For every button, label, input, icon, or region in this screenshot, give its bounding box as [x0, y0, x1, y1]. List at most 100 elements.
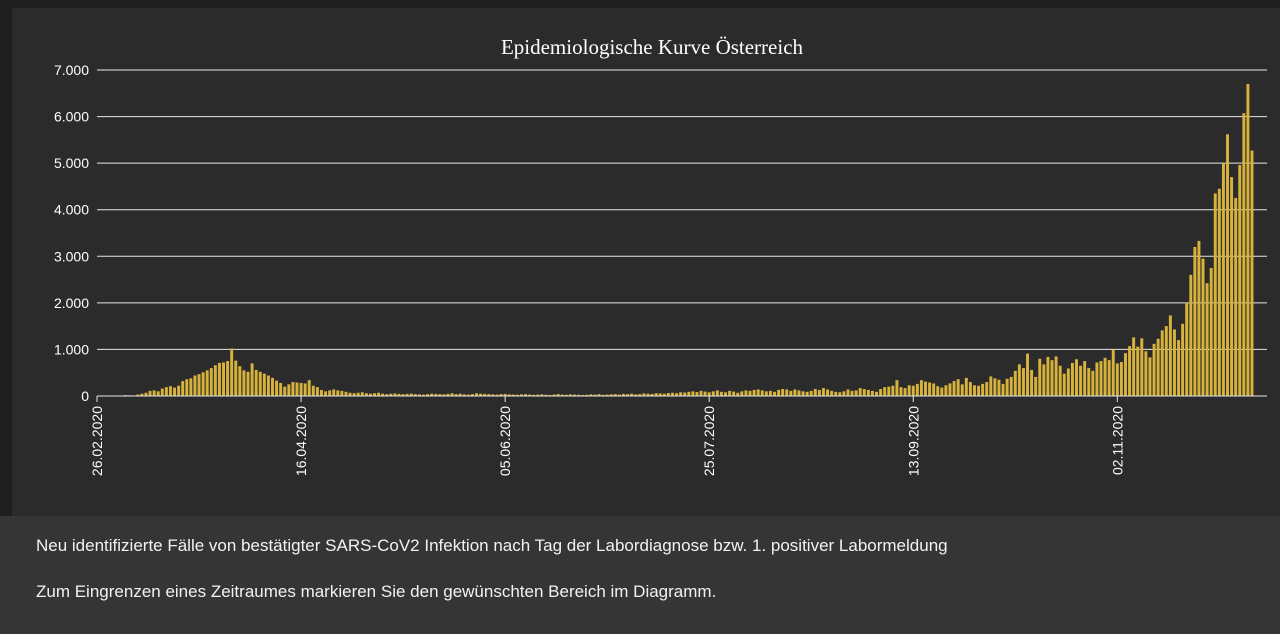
daily-cases-bar[interactable]	[834, 391, 838, 396]
daily-cases-bar[interactable]	[564, 394, 568, 396]
daily-cases-bar[interactable]	[617, 394, 621, 396]
daily-cases-bar[interactable]	[332, 389, 336, 396]
daily-cases-bar[interactable]	[891, 385, 895, 396]
daily-cases-bar[interactable]	[1107, 360, 1111, 396]
daily-cases-bar[interactable]	[711, 391, 715, 396]
daily-cases-bar[interactable]	[430, 393, 434, 396]
daily-cases-bar[interactable]	[315, 387, 319, 396]
daily-cases-bar[interactable]	[136, 394, 140, 396]
daily-cases-bar[interactable]	[1026, 353, 1029, 396]
daily-cases-bar[interactable]	[524, 394, 528, 396]
daily-cases-bar[interactable]	[719, 391, 723, 396]
daily-cases-bar[interactable]	[1119, 362, 1123, 396]
daily-cases-bar[interactable]	[740, 391, 744, 396]
daily-cases-bar[interactable]	[728, 390, 732, 396]
daily-cases-bar[interactable]	[928, 382, 932, 396]
daily-cases-bar[interactable]	[826, 389, 830, 396]
daily-cases-bar[interactable]	[426, 394, 430, 396]
daily-cases-bar[interactable]	[1038, 358, 1042, 396]
daily-cases-bar[interactable]	[1213, 193, 1217, 396]
daily-cases-bar[interactable]	[217, 362, 221, 396]
daily-cases-bar[interactable]	[1030, 369, 1034, 396]
daily-cases-bar[interactable]	[475, 393, 479, 396]
daily-cases-bar[interactable]	[756, 389, 760, 396]
daily-cases-bar[interactable]	[144, 392, 148, 396]
daily-cases-bar[interactable]	[936, 386, 940, 396]
daily-cases-bar[interactable]	[736, 392, 740, 396]
daily-cases-bar[interactable]	[156, 391, 160, 396]
daily-cases-bar[interactable]	[589, 394, 593, 396]
daily-cases-bar[interactable]	[699, 390, 703, 396]
daily-cases-bar[interactable]	[568, 394, 572, 396]
daily-cases-bar[interactable]	[985, 382, 989, 396]
daily-cases-bar[interactable]	[968, 382, 972, 396]
daily-cases-bar[interactable]	[1205, 283, 1209, 396]
daily-cases-bar[interactable]	[479, 393, 483, 396]
daily-cases-bar[interactable]	[948, 383, 952, 396]
daily-cases-bar[interactable]	[1103, 357, 1107, 396]
daily-cases-bar[interactable]	[1070, 362, 1074, 396]
daily-cases-bar[interactable]	[250, 363, 254, 396]
daily-cases-bar[interactable]	[389, 393, 393, 396]
daily-cases-bar[interactable]	[1062, 373, 1066, 396]
daily-cases-bar[interactable]	[487, 394, 491, 396]
daily-cases-bar[interactable]	[911, 385, 915, 396]
daily-cases-bar[interactable]	[499, 394, 503, 396]
daily-cases-bar[interactable]	[1001, 383, 1005, 396]
daily-cases-bar[interactable]	[528, 394, 532, 396]
daily-cases-bar[interactable]	[1079, 365, 1083, 396]
daily-cases-bar[interactable]	[238, 366, 242, 396]
daily-cases-bar[interactable]	[793, 389, 797, 396]
daily-cases-bar[interactable]	[442, 394, 446, 396]
daily-cases-bar[interactable]	[666, 392, 670, 396]
daily-cases-bar[interactable]	[279, 382, 283, 396]
daily-cases-bar[interactable]	[817, 389, 821, 396]
daily-cases-bar[interactable]	[266, 375, 270, 396]
daily-cases-bar[interactable]	[813, 389, 817, 396]
daily-cases-bar[interactable]	[446, 393, 450, 396]
daily-cases-bar[interactable]	[503, 393, 507, 396]
daily-cases-bar[interactable]	[875, 391, 878, 396]
daily-cases-bar[interactable]	[1238, 165, 1242, 396]
daily-cases-bar[interactable]	[940, 387, 944, 396]
daily-cases-bar[interactable]	[320, 389, 323, 396]
daily-cases-bar[interactable]	[1160, 330, 1164, 396]
daily-cases-bar[interactable]	[348, 392, 352, 396]
daily-cases-bar[interactable]	[638, 394, 642, 396]
daily-cases-bar[interactable]	[707, 392, 711, 396]
daily-cases-bar[interactable]	[177, 385, 181, 396]
daily-cases-bar[interactable]	[1246, 83, 1250, 396]
daily-cases-bar[interactable]	[1083, 361, 1087, 396]
daily-cases-bar[interactable]	[458, 393, 462, 396]
daily-cases-bar[interactable]	[1128, 346, 1132, 396]
daily-cases-bar[interactable]	[291, 382, 295, 396]
daily-cases-bar[interactable]	[895, 380, 899, 396]
daily-cases-bar[interactable]	[552, 394, 556, 396]
daily-cases-bar[interactable]	[989, 376, 993, 396]
daily-cases-bar[interactable]	[328, 390, 332, 396]
daily-cases-bar[interactable]	[703, 391, 707, 396]
daily-cases-bar[interactable]	[801, 391, 805, 396]
daily-cases-bar[interactable]	[903, 388, 907, 396]
daily-cases-bar[interactable]	[340, 390, 344, 396]
daily-cases-bar[interactable]	[960, 384, 964, 396]
daily-cases-bar[interactable]	[409, 393, 413, 396]
daily-cases-bar[interactable]	[1201, 258, 1205, 396]
daily-cases-bar[interactable]	[805, 391, 809, 396]
daily-cases-bar[interactable]	[1042, 364, 1046, 396]
daily-cases-bar[interactable]	[1164, 326, 1168, 396]
daily-cases-bar[interactable]	[993, 378, 997, 396]
daily-cases-bar[interactable]	[1242, 113, 1246, 396]
daily-cases-bar[interactable]	[246, 371, 250, 396]
daily-cases-bar[interactable]	[899, 387, 903, 396]
daily-cases-bar[interactable]	[789, 390, 793, 396]
daily-cases-bar[interactable]	[642, 393, 646, 396]
daily-cases-bar[interactable]	[830, 390, 834, 396]
daily-cases-bar[interactable]	[438, 394, 442, 396]
daily-cases-bar[interactable]	[1021, 368, 1025, 396]
daily-cases-bar[interactable]	[1250, 150, 1254, 396]
daily-cases-bar[interactable]	[609, 394, 613, 396]
epidemic-curve-chart[interactable]: Epidemiologische Kurve Österreich 0 1.000…	[12, 8, 1280, 516]
daily-cases-bar[interactable]	[1009, 376, 1013, 396]
daily-cases-bar[interactable]	[744, 390, 748, 396]
